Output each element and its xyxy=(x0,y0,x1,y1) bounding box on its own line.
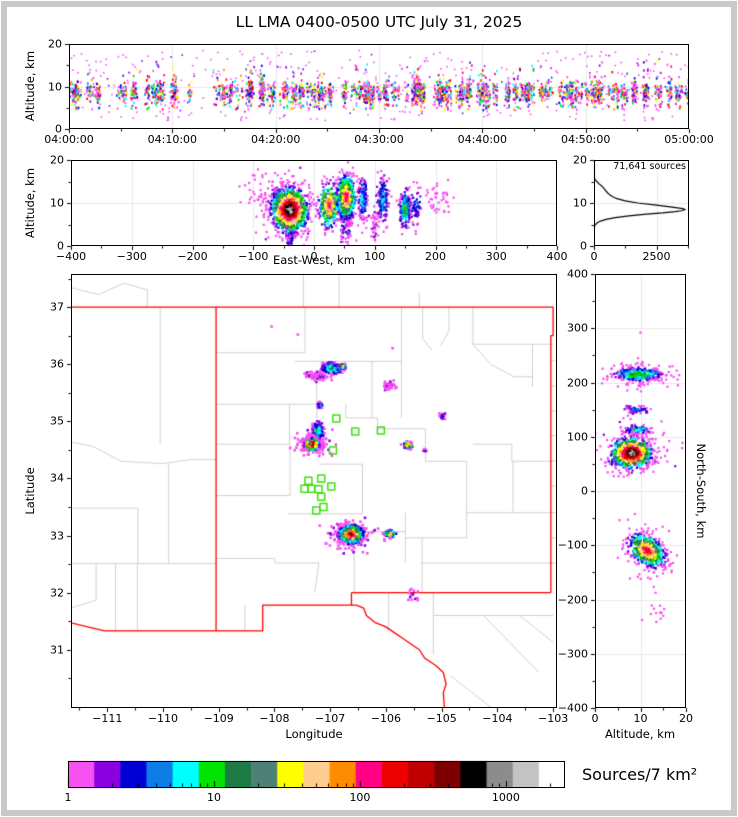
tick-label: 0 xyxy=(581,484,588,498)
tick-label: −400 xyxy=(557,701,588,715)
tick-label: 400 xyxy=(546,250,568,263)
tick-label: −111 xyxy=(92,712,123,725)
ns-height-xlabel: Altitude, km xyxy=(604,727,676,741)
tick-label: −100 xyxy=(238,250,269,263)
tick-label: 300 xyxy=(485,250,507,263)
tick-label: −110 xyxy=(147,712,179,725)
tick-label: −105 xyxy=(426,712,457,725)
tick-label: 10 xyxy=(633,712,648,725)
tick-label: 32 xyxy=(50,586,64,600)
tick-label: 34 xyxy=(50,471,64,485)
map-ylabel: Latitude xyxy=(23,467,37,515)
tick-label: −200 xyxy=(557,593,588,606)
tick-label: −300 xyxy=(557,647,588,661)
tick-label: 04:00:00 xyxy=(44,133,94,146)
tick-label: 0 xyxy=(590,250,598,263)
figure-title: LL LMA 0400-0500 UTC July 31, 2025 xyxy=(235,13,523,31)
tick-label: 20 xyxy=(573,153,587,167)
tick-label: 0 xyxy=(580,239,587,253)
source-count-annotation: 71,641 sources xyxy=(613,161,686,172)
tick-label: −300 xyxy=(116,250,147,263)
tick-label: 1000 xyxy=(491,791,520,804)
ns-height-ylabel: North-South, km xyxy=(694,443,708,539)
map-xlabel: Longitude xyxy=(285,727,343,741)
tick-label: 100 xyxy=(364,250,386,263)
tick-label: 100 xyxy=(567,430,588,444)
tick-label: 10 xyxy=(573,196,587,210)
tick-label: 04:10:00 xyxy=(147,133,198,146)
time-height-ylabel: Altitude, km xyxy=(23,50,37,122)
tick-label: −106 xyxy=(370,712,401,725)
tick-label: −103 xyxy=(537,712,569,725)
tick-label: 33 xyxy=(50,529,64,543)
ew-height-ylabel: Altitude, km xyxy=(23,167,37,239)
tick-label: 35 xyxy=(50,414,64,428)
tick-label: 04:40:00 xyxy=(457,133,508,146)
tick-label: −109 xyxy=(203,712,234,725)
tick-label: 400 xyxy=(567,267,588,281)
tick-label: 300 xyxy=(567,321,588,335)
tick-label: 0 xyxy=(310,250,318,263)
tick-label: 31 xyxy=(50,643,64,657)
tick-label: 20 xyxy=(48,37,62,51)
tick-label: 0 xyxy=(57,239,64,253)
tick-label: 36 xyxy=(50,357,64,371)
tick-label: 100 xyxy=(349,791,371,804)
tick-label: 37 xyxy=(50,300,64,314)
tick-label: 04:50:00 xyxy=(560,133,611,146)
tick-label: 200 xyxy=(425,250,446,263)
tick-label: 05:00:00 xyxy=(664,133,714,146)
tick-label: −107 xyxy=(315,712,346,725)
tick-label: 20 xyxy=(50,153,64,167)
tick-label: −400 xyxy=(55,250,87,263)
tick-label: 10 xyxy=(206,791,221,804)
ew-height-xlabel: East-West, km xyxy=(273,253,355,267)
tick-label: 2500 xyxy=(642,250,671,263)
tick-label: −200 xyxy=(177,250,208,263)
tick-label: 10 xyxy=(48,80,62,93)
tick-label: 0 xyxy=(55,122,62,136)
tick-label: 10 xyxy=(50,196,64,210)
tick-label: 1 xyxy=(64,791,72,804)
tick-label: 0 xyxy=(591,712,599,725)
tick-label: −108 xyxy=(259,712,290,725)
tick-label: 200 xyxy=(567,376,588,389)
tick-label: −100 xyxy=(557,538,588,552)
colorbar-label: Sources/7 km² xyxy=(582,765,698,784)
tick-label: 20 xyxy=(679,712,693,725)
tick-label: −104 xyxy=(482,712,513,725)
tick-label: 04:20:00 xyxy=(250,133,301,146)
tick-label: 04:30:00 xyxy=(354,133,404,146)
